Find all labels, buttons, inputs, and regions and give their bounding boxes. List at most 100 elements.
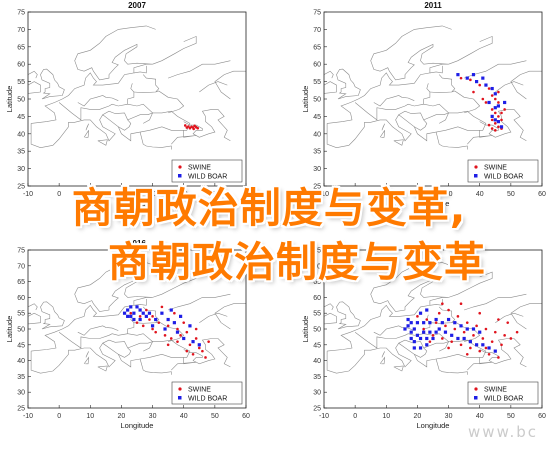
swine-point: [173, 311, 176, 315]
x-tick-label: 60: [538, 413, 546, 420]
x-tick-label: 60: [242, 413, 250, 420]
border-line: [97, 139, 108, 146]
y-tick-label: 75: [313, 10, 321, 17]
wild-boar-point: [163, 327, 167, 331]
swine-point: [185, 349, 189, 353]
x-axis-label: Longitude: [417, 421, 450, 430]
x-tick-label: -10: [23, 413, 33, 420]
swine-point: [500, 118, 503, 122]
swine-point: [194, 337, 198, 340]
border-line: [393, 365, 404, 372]
wild-boar-point: [179, 314, 183, 318]
y-tick-label: 65: [313, 44, 321, 51]
border-line: [497, 338, 527, 368]
wild-boar-point: [138, 308, 142, 312]
wild-boar-point: [431, 336, 435, 341]
border-line: [183, 116, 216, 138]
x-tick-label: 40: [476, 191, 484, 198]
y-tick-label: 55: [313, 311, 321, 318]
y-tick-label: 75: [17, 248, 25, 255]
swine-point: [160, 305, 164, 309]
country-borders: [324, 262, 542, 375]
y-tick-label: 50: [313, 327, 321, 334]
wild-boar-point: [440, 321, 444, 325]
swine-point: [185, 330, 189, 334]
wild-boar-point: [169, 308, 173, 312]
border-line: [85, 123, 89, 131]
swine-point: [154, 330, 157, 334]
border-line: [479, 116, 512, 138]
wild-boar-point: [496, 104, 500, 108]
border-line: [31, 262, 156, 352]
swine-point: [188, 126, 192, 130]
x-axis-label: Longitude: [417, 199, 450, 208]
legend-entry-label: WILD BOAR: [484, 396, 523, 403]
swine-point: [497, 101, 500, 104]
legend: SWINE WILD BOAR: [467, 381, 539, 405]
swine-point: [428, 340, 432, 343]
border-line: [201, 338, 231, 368]
legend-entry-label: SWINE: [484, 387, 507, 394]
x-tick-label: 30: [445, 413, 453, 420]
wild-boar-point: [418, 336, 423, 341]
wild-boar-point: [126, 314, 130, 318]
wild-boar-point: [418, 346, 423, 350]
swine-point: [497, 90, 500, 94]
swine-point: [176, 327, 179, 331]
y-tick-label: 40: [313, 131, 321, 138]
wild-boar-point: [415, 333, 420, 337]
wild-boar-point: [493, 92, 497, 96]
wild-boar-point: [197, 343, 201, 347]
x-tick-label: -10: [319, 413, 329, 420]
x-tick-label: 20: [118, 413, 126, 420]
swine-point: [166, 324, 170, 328]
swine-point: [456, 315, 460, 318]
x-tick-label: 40: [180, 413, 188, 420]
wild-boar-point: [182, 336, 186, 341]
y-tick-label: 45: [313, 114, 321, 121]
swine-point: [437, 311, 441, 315]
y-tick-label: 40: [17, 131, 25, 138]
swine-point: [472, 90, 475, 94]
border-line: [510, 70, 542, 100]
border-line: [58, 314, 135, 349]
border-line: [167, 60, 231, 79]
wild-boar-point: [471, 327, 476, 331]
y-tick-label: 25: [313, 406, 321, 413]
wild-boar-point: [493, 106, 497, 110]
swine-point: [503, 334, 506, 337]
wild-boar-point: [490, 86, 494, 91]
swine-point: [462, 330, 466, 334]
y-tick-label: 45: [17, 342, 25, 349]
border-line: [152, 35, 197, 65]
wild-boar-point: [499, 125, 504, 129]
x-tick-label: 10: [382, 191, 390, 198]
y-tick-label: 65: [313, 279, 321, 286]
border-line: [152, 271, 197, 298]
swine-point: [182, 321, 186, 324]
swine-point: [478, 311, 482, 315]
swine-point: [444, 324, 447, 328]
y-axis-label: Latitude: [301, 86, 310, 113]
map-panel-2: -10 0 10 20 30 40 50 60 75 70 65 60 55 50 45 40 35 30 25 20…: [301, 1, 546, 208]
border-line: [168, 293, 231, 311]
swine-point: [197, 346, 201, 350]
border-line: [354, 83, 431, 121]
swine-point: [490, 127, 494, 130]
wild-boar-point: [138, 317, 142, 322]
legend-wild-boar-marker: [474, 174, 478, 178]
border-line: [497, 109, 527, 142]
wild-boar-point: [490, 114, 494, 118]
legend-entry-label: WILD BOAR: [484, 174, 523, 181]
border-line: [324, 312, 337, 325]
border-line: [324, 81, 337, 94]
y-axis-label: Latitude: [5, 86, 14, 113]
legend-entry-label: WILD BOAR: [188, 396, 227, 403]
swine-point: [201, 349, 204, 353]
x-tick-label: 20: [118, 191, 126, 198]
wild-boar-point: [437, 327, 441, 331]
legend: SWINE WILD BOAR: [467, 159, 539, 183]
border-line: [429, 90, 481, 114]
wild-boar-point: [141, 311, 145, 315]
border-line: [429, 65, 443, 74]
